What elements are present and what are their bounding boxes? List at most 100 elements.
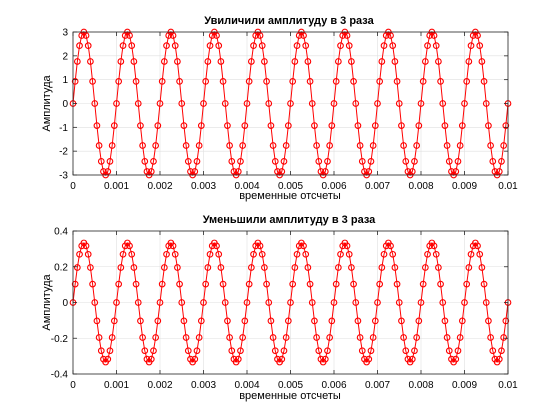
data-point bbox=[417, 100, 425, 107]
data-point bbox=[365, 168, 373, 175]
data-point bbox=[476, 250, 484, 258]
data-point bbox=[193, 347, 201, 355]
y-axis-label: Амплитуда bbox=[41, 74, 53, 131]
data-point bbox=[137, 122, 144, 129]
data-point bbox=[376, 280, 384, 288]
data-point bbox=[350, 78, 357, 85]
data-point bbox=[113, 100, 120, 107]
data-point bbox=[426, 32, 434, 39]
data-point bbox=[400, 334, 407, 341]
data-point bbox=[197, 122, 205, 129]
data-point bbox=[178, 299, 186, 306]
y-tick-label: 0 bbox=[62, 298, 68, 309]
data-series bbox=[69, 239, 512, 366]
data-point bbox=[345, 42, 353, 50]
data-point bbox=[491, 168, 499, 175]
data-point bbox=[267, 122, 275, 129]
data-point bbox=[104, 355, 112, 363]
x-axis-label: временные отсчеты bbox=[239, 190, 341, 202]
x-tick-label: 0.007 bbox=[365, 181, 390, 192]
data-point bbox=[339, 32, 347, 39]
data-point bbox=[130, 58, 138, 65]
data-point bbox=[278, 355, 286, 363]
data-point bbox=[104, 168, 112, 175]
data-point bbox=[165, 32, 173, 39]
data-point bbox=[343, 32, 351, 39]
data-point bbox=[391, 264, 399, 271]
data-point bbox=[128, 250, 136, 258]
x-axis-label: временные отсчеты bbox=[239, 390, 341, 402]
data-point bbox=[463, 78, 471, 85]
data-point bbox=[219, 280, 227, 288]
data-point bbox=[467, 42, 475, 50]
data-point bbox=[445, 347, 453, 355]
data-point bbox=[498, 157, 505, 165]
data-point bbox=[343, 242, 351, 250]
data-point bbox=[132, 280, 140, 288]
data-point bbox=[239, 334, 246, 341]
data-point bbox=[258, 250, 266, 258]
data-point bbox=[382, 32, 390, 39]
data-point bbox=[411, 347, 418, 355]
data-point bbox=[287, 299, 294, 306]
data-point bbox=[217, 58, 225, 65]
data-point bbox=[176, 78, 183, 85]
data-point bbox=[269, 142, 277, 149]
data-point bbox=[193, 157, 201, 165]
data-point bbox=[184, 157, 192, 165]
data-point bbox=[367, 347, 375, 355]
y-tick-label: -3 bbox=[59, 171, 68, 182]
data-point bbox=[321, 168, 329, 175]
data-point bbox=[332, 280, 340, 288]
data-point bbox=[480, 78, 488, 85]
data-point bbox=[326, 334, 334, 341]
data-point bbox=[413, 334, 421, 341]
x-tick-label: 0.004 bbox=[234, 181, 259, 192]
data-point bbox=[326, 142, 334, 149]
data-point bbox=[191, 168, 199, 175]
data-point bbox=[432, 250, 440, 258]
data-point bbox=[289, 280, 297, 288]
y-tick-label: 0.2 bbox=[54, 262, 68, 273]
data-point bbox=[458, 122, 466, 129]
data-point bbox=[448, 168, 455, 175]
data-point bbox=[137, 317, 144, 325]
data-point bbox=[141, 347, 149, 355]
data-point bbox=[100, 168, 107, 175]
data-point bbox=[454, 347, 462, 355]
x-tick-label: 0.006 bbox=[321, 181, 346, 192]
data-point bbox=[139, 334, 146, 341]
data-point bbox=[280, 347, 288, 355]
data-point bbox=[71, 78, 79, 85]
data-point bbox=[204, 58, 212, 65]
data-point bbox=[226, 334, 233, 341]
data-point bbox=[117, 58, 125, 65]
data-point bbox=[287, 100, 294, 107]
data-point bbox=[150, 347, 157, 355]
data-point bbox=[169, 32, 177, 39]
data-point bbox=[463, 280, 471, 288]
data-point bbox=[204, 264, 212, 271]
data-point bbox=[215, 250, 223, 258]
data-point bbox=[498, 347, 505, 355]
data-point bbox=[295, 32, 303, 39]
data-point bbox=[156, 100, 164, 107]
data-point bbox=[93, 122, 101, 129]
data-point bbox=[110, 317, 118, 325]
data-point bbox=[241, 317, 249, 325]
data-point bbox=[369, 142, 377, 149]
data-point bbox=[489, 347, 497, 355]
data-point bbox=[502, 317, 510, 325]
data-point bbox=[110, 122, 118, 129]
data-point bbox=[108, 334, 116, 341]
data-point bbox=[265, 299, 273, 306]
data-point bbox=[465, 264, 473, 271]
data-point bbox=[419, 78, 427, 85]
data-point bbox=[78, 32, 86, 39]
data-point bbox=[393, 280, 401, 288]
y-axis-label: Амплитуда bbox=[41, 273, 53, 330]
data-point bbox=[389, 250, 397, 258]
data-point bbox=[439, 100, 447, 107]
data-point bbox=[432, 42, 440, 50]
data-point bbox=[200, 299, 207, 306]
